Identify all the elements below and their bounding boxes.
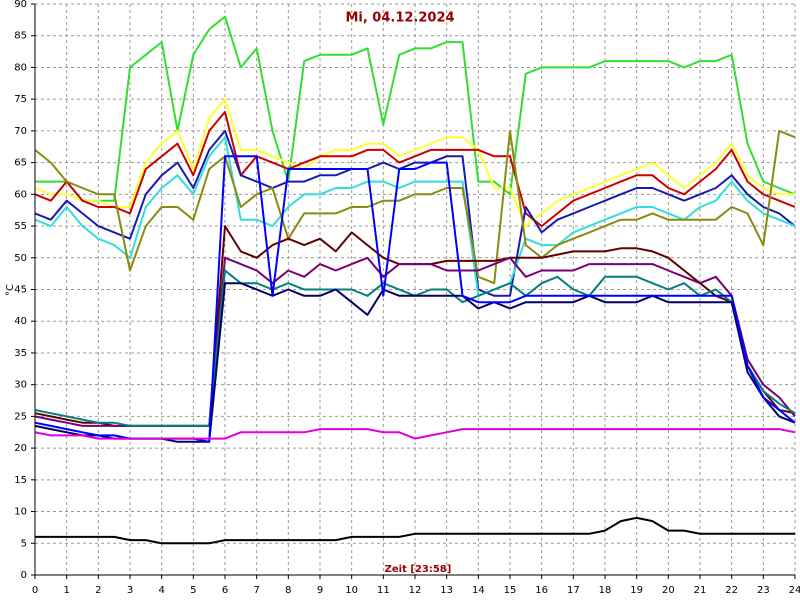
y-tick-label: 85 (14, 31, 27, 42)
y-tick-label: 70 (14, 126, 27, 137)
y-tick-label: 80 (14, 62, 27, 73)
x-tick-label: 20 (662, 585, 675, 596)
x-tick-label: 19 (630, 585, 643, 596)
x-tick-label: 5 (190, 585, 196, 596)
x-tick-label: 9 (317, 585, 323, 596)
y-tick-label: 45 (14, 285, 27, 296)
y-tick-label: 90 (14, 0, 27, 10)
lines (34, 15, 796, 545)
x-tick-label: 7 (253, 585, 259, 596)
y-tick-label: 35 (14, 348, 27, 359)
y-tick-label: 75 (14, 94, 27, 105)
x-tick-label: 18 (599, 585, 612, 596)
y-axis-label: °C (5, 284, 16, 296)
x-tick-label: 0 (32, 585, 38, 596)
x-tick-label: 17 (567, 585, 580, 596)
series-line (34, 129, 796, 285)
x-tick-label: 14 (472, 585, 485, 596)
x-tick-label: 6 (222, 585, 228, 596)
x-tick-label: 1 (63, 585, 69, 596)
x-axis-label: Zeit [23:58] (385, 564, 452, 575)
x-tick-label: 24 (789, 585, 800, 596)
x-tick-label: 22 (725, 585, 738, 596)
y-tick-label: 55 (14, 221, 27, 232)
y-tick-label: 65 (14, 158, 27, 169)
y-tick-label: 25 (14, 411, 27, 422)
x-tick-label: 4 (158, 585, 164, 596)
y-tick-label: 60 (14, 189, 27, 200)
series-line (34, 98, 795, 228)
x-tick-label: 10 (345, 585, 358, 596)
y-tick-label: 30 (14, 380, 27, 391)
x-tick-label: 3 (127, 585, 133, 596)
series-line (35, 15, 796, 202)
y-tick-label: 0 (21, 570, 27, 581)
series-line (34, 136, 796, 297)
series-line (35, 516, 795, 545)
series-line (34, 129, 796, 297)
series-line (34, 110, 796, 228)
y-tick-label: 50 (14, 253, 27, 264)
y-tick-label: 5 (21, 538, 27, 549)
x-tick-label: 12 (409, 585, 422, 596)
y-tick-label: 10 (14, 507, 27, 518)
y-tick-label: 20 (14, 443, 27, 454)
x-tick-label: 8 (285, 585, 291, 596)
y-tick-label: 15 (14, 475, 27, 486)
chart-title: Mi, 04.12.2024 (345, 11, 454, 26)
x-tick-label: 15 (504, 585, 517, 596)
x-tick-label: 16 (535, 585, 548, 596)
x-tick-label: 11 (377, 585, 390, 596)
x-tick-label: 21 (694, 585, 707, 596)
x-tick-label: 23 (757, 585, 770, 596)
x-tick-label: 13 (440, 585, 453, 596)
x-tick-label: 2 (95, 585, 101, 596)
series-line (34, 428, 796, 440)
y-tick-label: 40 (14, 316, 27, 327)
